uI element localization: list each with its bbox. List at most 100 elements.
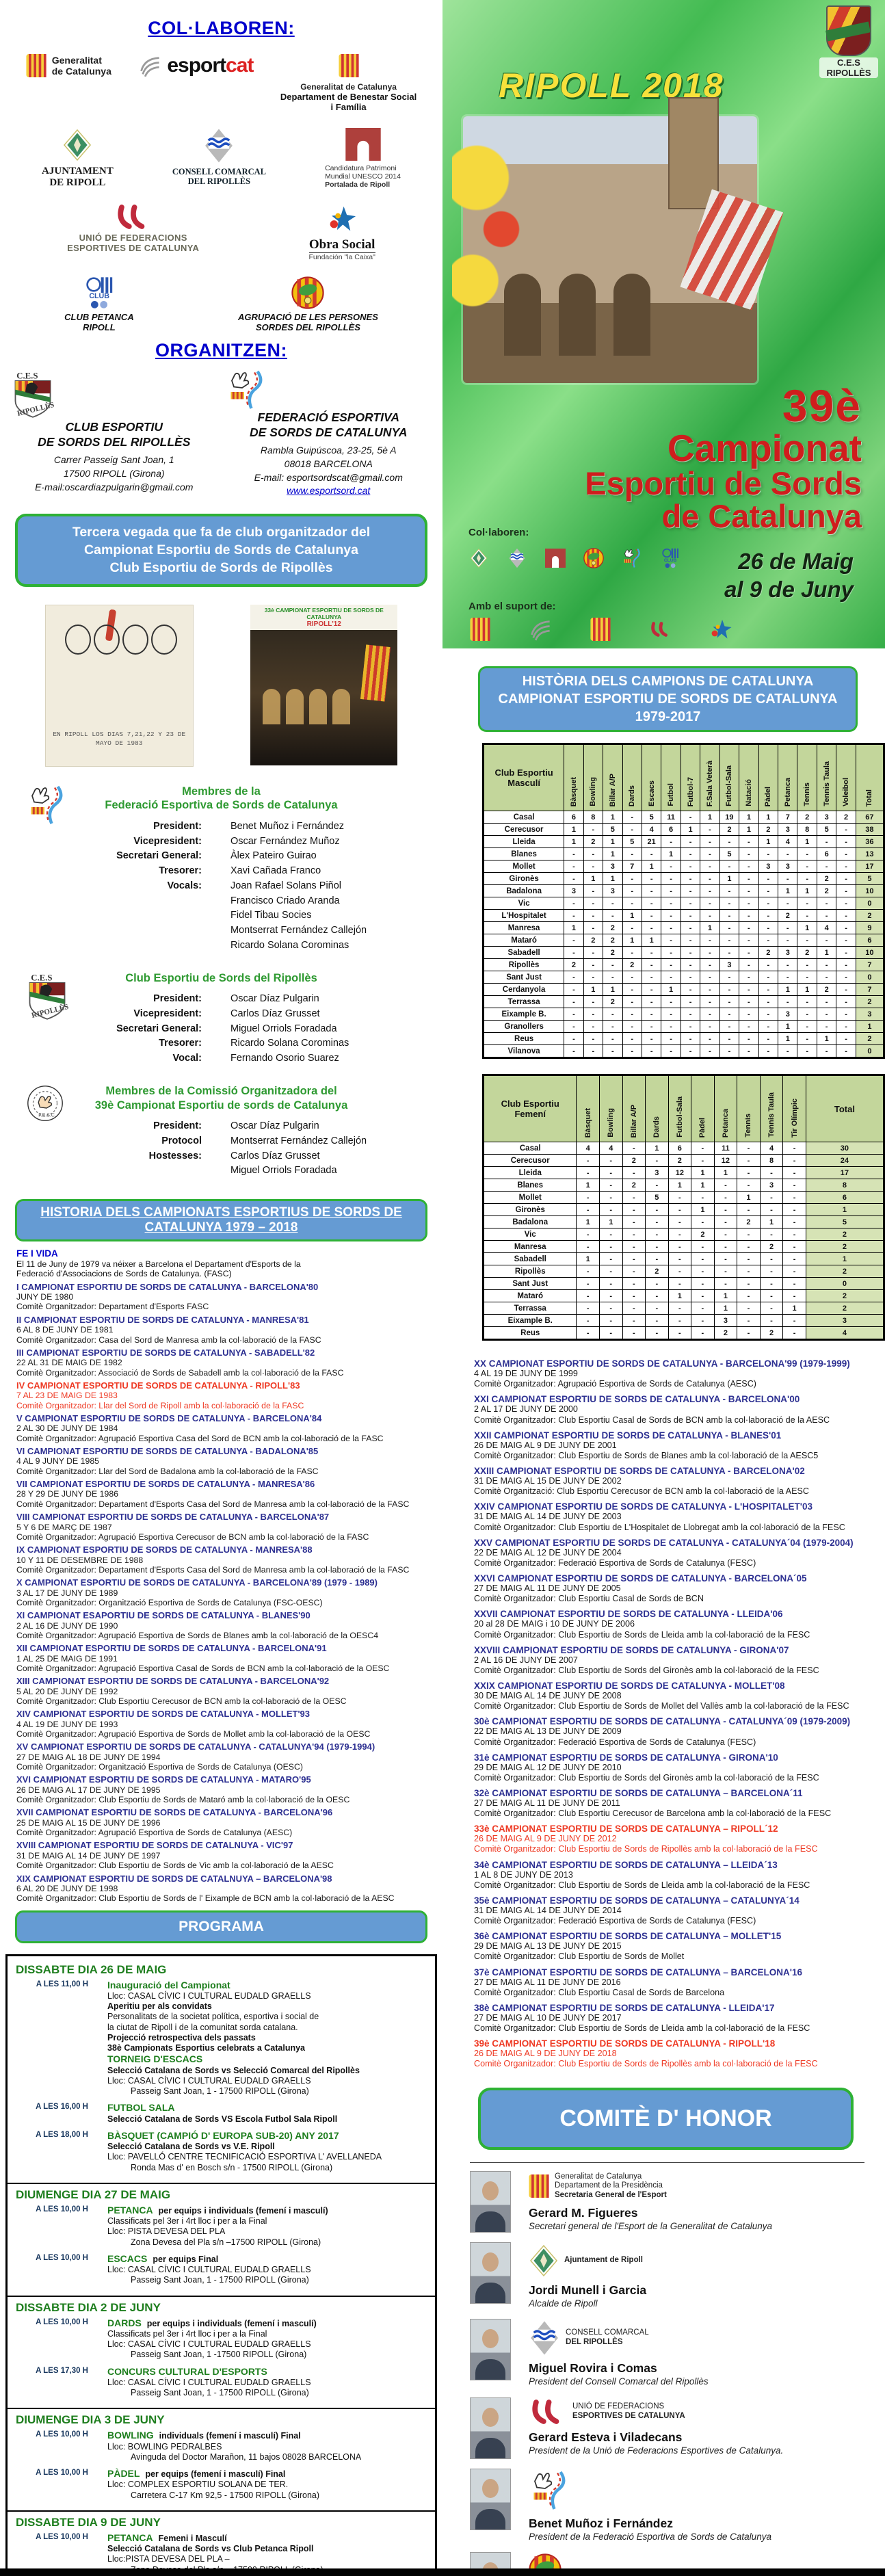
championship-committee: Comitè Organitzador: Federació Esportiva…	[474, 1737, 756, 1747]
championship-dates: 2 AL 17 DE JUNY DE 2000	[474, 1404, 578, 1415]
programa-event: A LES 17,30 H CONCURS CULTURAL D'ESPORTS L…	[8, 2366, 435, 2399]
table-total-cell: 7	[855, 958, 885, 971]
championship-dates: 27 DE MAIG AL 11 DE JUNY DE 2011	[474, 1798, 620, 1809]
table-value-cell: -	[680, 872, 701, 885]
table-value-cell: -	[737, 1142, 761, 1155]
table-value-cell: -	[661, 872, 681, 885]
championship-entry: XIV CAMPIONAT ESPORTIU DE SORDS DE CATAL…	[16, 1709, 426, 1739]
table-row: Cerecusor - -2-2-12-8-24	[482, 1154, 885, 1167]
table-value-cell: -	[641, 958, 662, 971]
role-names: Fernando Osorio Suarez	[230, 1051, 339, 1066]
poster-1983-caption: MAYO DE 1983	[96, 739, 143, 748]
role-label: Vicepresident:	[133, 835, 202, 847]
table-value-cell: -	[680, 811, 701, 824]
programa-event: A LES 11,00 H Inauguració del Campionat Ll…	[8, 1980, 435, 2097]
table-value-cell: -	[622, 1228, 646, 1241]
member-name: Ricardo Solana Corominas	[230, 939, 349, 951]
table-value-cell: -	[622, 1302, 646, 1315]
programa-line: Personalitats de la societat política, e…	[107, 2012, 319, 2022]
table-club-cell: Mollet	[482, 1191, 577, 1204]
table-row: Gironès -1 1- - - - -1- - - -2-5	[482, 872, 885, 885]
programa-event-time: A LES 10,00 H	[36, 2317, 88, 2326]
table-total-cell: 5	[855, 872, 885, 885]
logo-caption-line: Generalitat de Catalunya	[300, 82, 397, 92]
esportcat-icon	[138, 54, 161, 77]
table-value-cell: -	[700, 909, 720, 922]
table-value-cell: 4	[816, 921, 837, 934]
table-value-cell: 1	[668, 1289, 692, 1302]
championship-title: XXIV CAMPIONAT ESPORTIU DE SORDS DE CATA…	[474, 1501, 813, 1512]
table-value-cell: -	[737, 1166, 761, 1179]
table-row: Sant Just - - - - - - - - - - - - - - -0	[482, 971, 885, 984]
table-value-cell: -	[645, 1302, 669, 1315]
table-total-label: Total	[865, 789, 874, 806]
table-value-cell: -	[816, 909, 837, 922]
table-value-cell: -	[816, 971, 837, 984]
role-row: President: Oscar Díaz Pulgarin	[7, 992, 436, 1007]
table-value-cell: -	[680, 897, 701, 910]
table-value-cell: 1	[691, 1179, 715, 1192]
organizer-name-line: DE SORDS DEL RIPOLLÈS	[38, 434, 191, 449]
role-row: Secretari General: Àlex Pateiro Guirao	[7, 849, 436, 864]
championship-title: XII CAMPIONAT ESPORTIU DE SORDS DE CATAL…	[16, 1643, 327, 1654]
table-value-cell: -	[700, 958, 720, 971]
table-row: Manresa - - - - - - - -2-2	[482, 1240, 885, 1253]
table-value-cell: 6	[668, 1142, 692, 1155]
table-value-cell: -	[719, 884, 740, 897]
table-value-cell: 3	[778, 860, 798, 873]
table-value-cell: -	[680, 1032, 701, 1045]
table-corner-line: Masculí	[507, 778, 540, 788]
championship-title: 33è CAMPIONAT ESPORTIU DE SORDS DE CATAL…	[474, 1824, 778, 1835]
programa-line: Lloc:PISTA DEVESA DEL PLA –	[107, 2554, 230, 2564]
generalitat-senyera-icon	[468, 618, 492, 641]
championship-entry: 32è CAMPIONAT ESPORTIU DE SORDS DE CATAL…	[474, 1788, 858, 1819]
table-value-cell: -	[641, 1032, 662, 1045]
championship-entry: XIII CAMPIONAT ESPORTIU DE SORDS DE CATA…	[16, 1677, 426, 1706]
poster-1983-caption: EN RIPOLL LOS DIAS 7,21,22 Y 23 DE	[53, 730, 186, 738]
fesc-icon	[26, 785, 67, 826]
table-column-header: Futbol-Sala	[668, 1075, 692, 1142]
table-value-cell: 1	[598, 1215, 623, 1228]
championship-title: XXIX CAMPIONAT ESPORTIU DE SORDS DE CATA…	[474, 1680, 785, 1691]
table-value-cell: -	[564, 983, 584, 996]
table-value-cell: -	[645, 1252, 669, 1265]
table-total-cell: 2	[805, 1228, 885, 1241]
programa-event-time: A LES 10,00 H	[36, 2469, 88, 2478]
role-row: Vicepresident: Carlos Díaz Grusset	[7, 1007, 436, 1022]
programa-sport-name: PETANCA	[107, 2532, 153, 2543]
table-value-cell: -	[737, 1277, 761, 1290]
table-value-cell: 1	[603, 811, 623, 824]
table-value-cell: 1	[564, 823, 584, 836]
obra-social-la-caixa-icon	[709, 618, 732, 641]
table-value-cell: -	[680, 860, 701, 873]
logo-caption-line: Generalitat	[51, 54, 102, 66]
table-value-cell: -	[816, 860, 837, 873]
member-name: Oscar Fernández Muñoz	[230, 835, 340, 847]
member-organization: Generalitat de Catalunya Departament de l…	[529, 2172, 772, 2200]
table-value-cell: 2	[603, 934, 623, 947]
championship-entry: XXVI CAMPIONAT ESPORTIU DE SORDS DE CATA…	[474, 1573, 858, 1604]
table-column-label: Futbol	[667, 783, 676, 806]
championship-dates: 4 AL 9 JUNY DE 1985	[16, 1456, 99, 1467]
programa-sport-name: Inauguració del Campionat	[107, 1979, 230, 1990]
ces-badge-label: C.E.S RIPOLLÈS	[819, 57, 878, 78]
table-value-cell: 1	[668, 1179, 692, 1192]
table-value-cell: -	[700, 860, 720, 873]
masculi-table: Club Esportiu Masculí Bàsquet Bowling Billar…	[482, 743, 885, 1059]
table-value-cell: 8	[759, 1154, 784, 1167]
table-value-cell: -	[759, 1252, 784, 1265]
championship-entry: XI CAMPIONAT ESAPORTIU DE SORDS DE CATAL…	[16, 1611, 426, 1640]
role-names: Àlex Pateiro Guirao	[230, 849, 317, 864]
table-club-cell: Gironès	[482, 1203, 577, 1216]
organizer-website-link[interactable]: www.esportsord.cat	[287, 484, 371, 496]
table-value-cell: -	[759, 1289, 784, 1302]
table-value-cell: -	[700, 934, 720, 947]
championship-entry: XIX CAMPIONAT ESPORTIU DE SORDS DE CATAL…	[16, 1874, 426, 1904]
championship-entry: XXVIII CAMPIONAT ESPORTIU DE SORDS DE CA…	[474, 1645, 858, 1676]
programa-line: Passeig Sant Joan, 1 - 17500 RIPOLL (Gir…	[131, 2086, 309, 2097]
table-value-cell: -	[719, 1044, 740, 1058]
table-value-cell: -	[737, 1326, 761, 1340]
table-value-cell: 2	[622, 1179, 646, 1192]
table-value-cell: 5	[622, 835, 642, 848]
championship-entry: 30è CAMPIONAT ESPORTIU DE SORDS DE CATAL…	[474, 1716, 858, 1747]
